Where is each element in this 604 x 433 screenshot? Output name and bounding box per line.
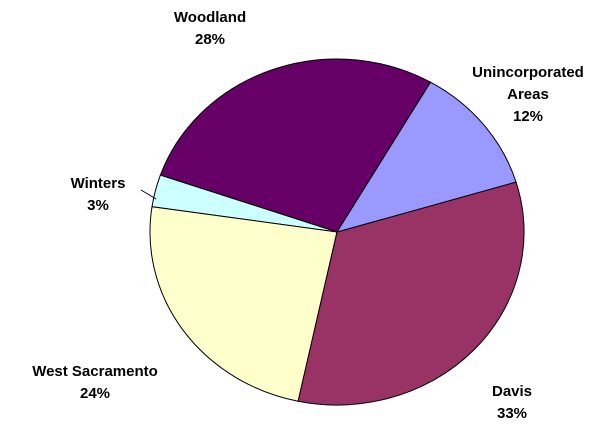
pie-slice <box>159 58 432 233</box>
pie-slice <box>297 181 525 406</box>
category-name: West Sacramento <box>32 363 158 380</box>
slice-label: Winters 3% <box>58 173 138 217</box>
slice-label: West Sacramento 24% <box>5 361 185 405</box>
category-name: Woodland <box>173 9 247 26</box>
value-label: 24% <box>79 385 111 402</box>
value-label: 28% <box>194 31 226 48</box>
value-label: 3% <box>87 197 109 214</box>
leader-line <box>140 189 157 200</box>
value-label: 33% <box>496 405 528 422</box>
category-name: Winters <box>70 175 126 192</box>
value-label: 12% <box>512 108 544 125</box>
slice-label: Unincorporated Areas 12% <box>463 62 593 128</box>
pie-slice <box>149 206 338 402</box>
pie-slice <box>335 81 517 233</box>
category-name: Davis <box>491 383 533 400</box>
slice-label: Woodland 28% <box>150 7 270 51</box>
slice-label: Davis 33% <box>472 381 552 425</box>
category-name: Unincorporated Areas <box>472 64 584 103</box>
